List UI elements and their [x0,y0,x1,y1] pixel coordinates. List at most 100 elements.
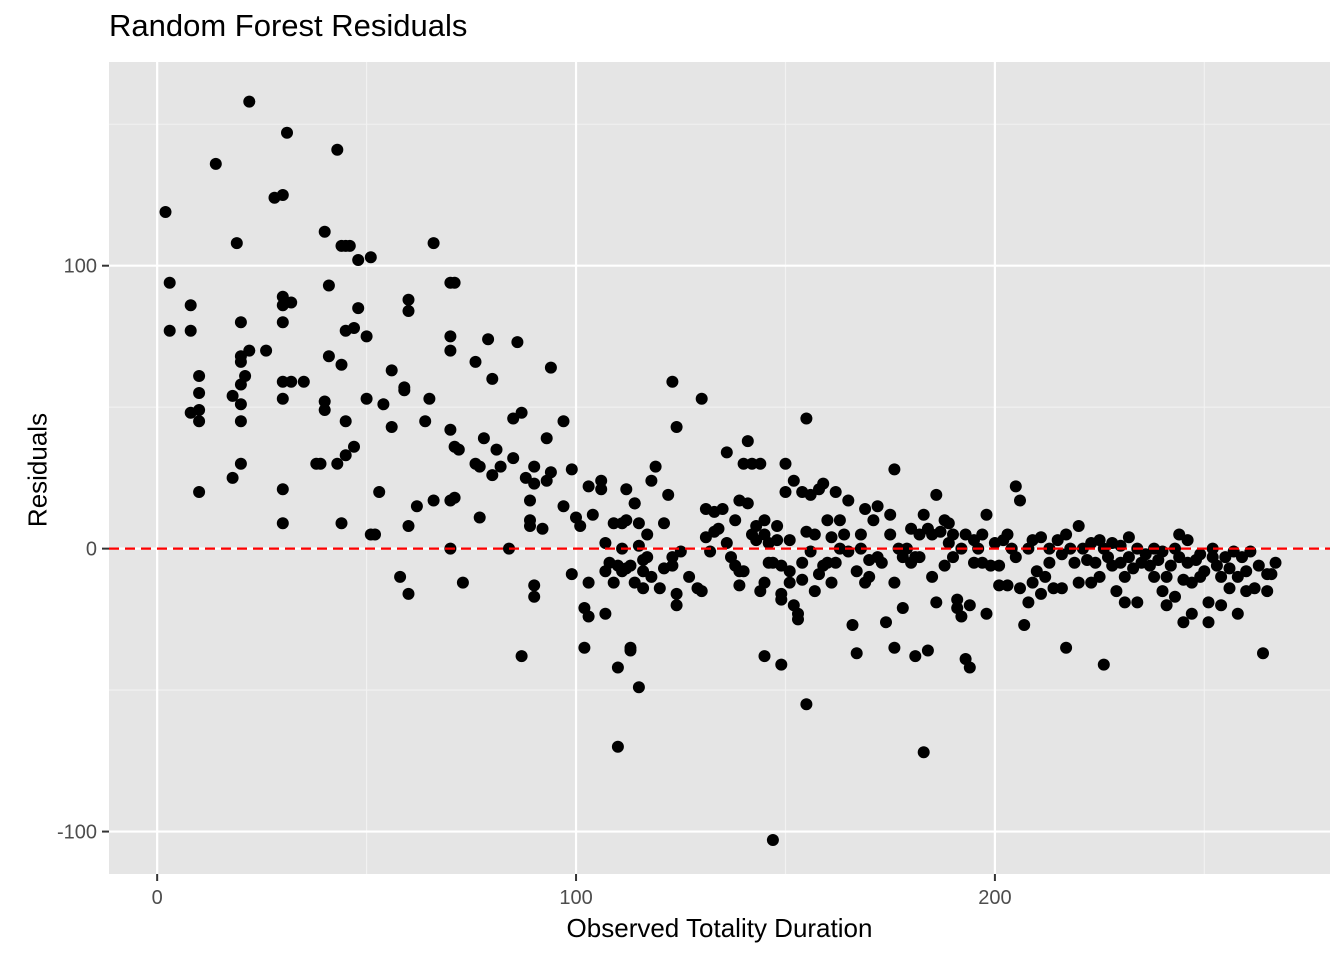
data-point [658,517,670,530]
data-point [285,296,298,309]
data-point [854,528,867,541]
data-point [737,457,750,470]
data-point [1265,568,1278,581]
data-point [829,486,842,498]
data-point [1248,582,1261,595]
data-point [276,375,289,388]
data-point [666,559,679,572]
data-point [980,508,993,521]
data-point [1198,565,1211,578]
data-point [792,607,804,620]
data-point [394,570,407,583]
data-point [1097,658,1110,671]
data-point [402,305,415,317]
data-point [599,607,612,620]
data-point [398,384,411,397]
data-point [842,494,855,507]
data-point [737,565,750,578]
data-point [494,460,507,473]
data-point [666,375,679,388]
data-point [1261,585,1274,598]
data-point [921,644,934,657]
data-point [720,446,733,459]
data-point [829,556,842,569]
data-point [1160,570,1173,583]
data-point [1156,545,1169,558]
data-point [880,616,892,629]
data-point [947,551,959,564]
data-point [649,460,662,473]
data-point [926,570,939,583]
data-point [193,404,206,416]
x-tick-label: 0 [152,887,163,909]
data-point [1215,599,1228,612]
data-point [775,593,788,606]
data-point [645,474,658,487]
data-point [1009,551,1022,564]
data-point [239,370,252,382]
data-point [427,494,440,507]
data-point [410,500,423,513]
data-point [993,559,1006,572]
data-point [582,480,595,493]
data-point [1160,599,1173,612]
data-point [234,355,247,368]
x-axis-label: Observed Totality Duration [566,913,873,943]
data-point [486,469,499,482]
data-point [1001,528,1014,541]
data-point [1194,548,1207,561]
data-point [804,488,817,501]
data-point [842,545,855,558]
data-point [607,576,620,589]
data-point [913,528,926,541]
data-point [226,389,239,402]
data-point [1202,596,1215,609]
data-point [544,361,557,374]
axes-layer: -100 0 100 0 100 200 [57,256,1012,909]
data-point [1055,582,1068,595]
data-point [565,568,578,581]
data-point [1169,590,1181,603]
data-point [243,344,256,357]
data-point [637,582,650,595]
data-point [582,576,595,589]
data-point [766,834,779,846]
data-point [938,559,951,572]
data-point [645,570,658,583]
data-point [779,486,792,498]
data-point [528,477,541,490]
data-point [771,534,784,547]
data-point [352,302,365,315]
data-point [163,324,176,337]
data-point [469,355,482,368]
data-point [796,573,809,586]
data-point [456,576,469,589]
data-point [607,517,620,530]
data-point [1156,585,1169,598]
data-point [670,421,683,433]
data-point [620,483,633,496]
data-point [888,576,901,589]
data-point [712,522,725,535]
data-point [1122,551,1135,564]
data-point [1223,582,1236,595]
data-point [1231,607,1244,620]
data-point [276,483,289,496]
data-point [519,471,532,484]
minor-gridlines [109,62,1330,874]
data-point [783,534,796,547]
data-point [369,528,381,541]
data-point [402,293,415,306]
data-point [1215,570,1228,583]
data-point [968,556,980,569]
data-point [1244,545,1257,558]
data-point [331,143,344,156]
data-point [775,559,788,572]
data-point [507,452,520,465]
data-point [322,350,335,363]
data-point [884,528,897,541]
data-point [234,316,247,329]
data-point [348,322,360,334]
data-point [243,95,256,108]
